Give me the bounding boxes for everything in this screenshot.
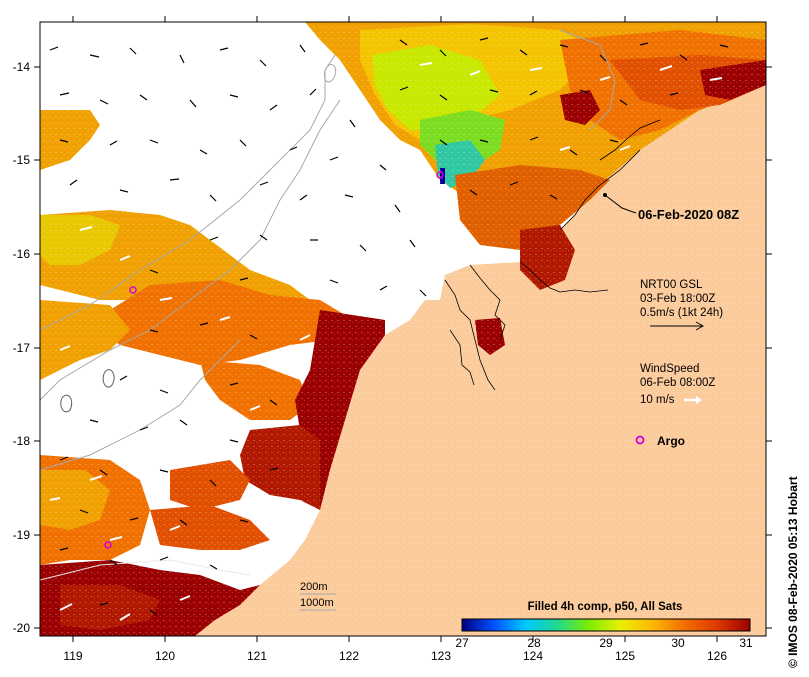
isobath-legend: 200m 1000m xyxy=(300,581,336,611)
colorbar-gradient xyxy=(461,618,751,632)
x-tick-label: 119 xyxy=(63,649,82,663)
current-legend-line2: 03-Feb 18:00Z xyxy=(640,293,715,305)
current-vectors xyxy=(49,37,729,616)
wind-legend-line3: 10 m/s xyxy=(640,394,675,406)
colorbar: Filled 4h comp, p50, All Sats 27 28 29 3… xyxy=(455,601,753,650)
x-tick-label: 123 xyxy=(431,649,451,663)
y-tick-label: -20 xyxy=(13,621,31,635)
current-legend-line1: NRT00 GSL xyxy=(640,279,703,291)
x-tick-labels: 119 120 121 122 123 124 125 126 xyxy=(63,649,727,663)
wind-legend-line1: WindSpeed xyxy=(640,363,699,375)
timestamp-label: 06-Feb-2020 08Z xyxy=(638,207,739,222)
x-tick-label: 120 xyxy=(155,649,175,663)
wind-legend-line2: 06-Feb 08:00Z xyxy=(640,377,715,389)
plot-frame xyxy=(39,21,767,637)
y-tick-labels: -14 -15 -16 -17 -18 -19 -20 xyxy=(13,60,31,635)
current-legend: NRT00 GSL 03-Feb 18:00Z 0.5m/s (1kt 24h) xyxy=(640,279,723,331)
current-legend-line3: 0.5m/s (1kt 24h) xyxy=(640,307,723,319)
y-tick-label: -14 xyxy=(13,60,31,74)
isobath-1000m-label: 1000m xyxy=(300,597,334,609)
colorbar-tick-label: 30 xyxy=(671,636,685,650)
isobath-lines xyxy=(40,29,616,581)
x-tick-label: 126 xyxy=(707,649,727,663)
colorbar-tick-label: 31 xyxy=(739,636,753,650)
plot-area xyxy=(40,22,766,636)
colorbar-title: Filled 4h comp, p50, All Sats xyxy=(528,601,683,613)
wind-legend: WindSpeed 06-Feb 08:00Z 10 m/s xyxy=(640,363,715,406)
argo-marker-icon xyxy=(635,435,645,445)
x-tick-label: 124 xyxy=(523,649,543,663)
colorbar-tick-label: 27 xyxy=(455,636,469,650)
x-tick-label: 121 xyxy=(247,649,267,663)
colorbar-tick-label: 29 xyxy=(599,636,613,650)
colorbar-tick-label: 28 xyxy=(527,636,541,650)
argo-legend-label: Argo xyxy=(657,434,685,448)
axis-ticks xyxy=(34,16,772,642)
y-tick-label: -17 xyxy=(13,341,31,355)
argo-legend: Argo xyxy=(635,434,685,448)
argo-floats xyxy=(104,171,444,549)
x-tick-label: 122 xyxy=(339,649,359,663)
y-tick-label: -19 xyxy=(13,528,31,542)
side-credit: © IMOS 08-Feb-2020 05:13 Hobart xyxy=(786,476,800,668)
coastline-detail xyxy=(444,119,661,391)
y-tick-label: -15 xyxy=(13,153,31,167)
x-tick-label: 125 xyxy=(615,649,635,663)
sst-field xyxy=(40,22,766,636)
timestamp-pointer xyxy=(604,194,637,214)
y-tick-label: -16 xyxy=(13,247,31,261)
y-tick-label: -18 xyxy=(13,434,31,448)
isobath-200m-label: 200m xyxy=(300,581,328,593)
wind-vectors xyxy=(49,62,723,621)
